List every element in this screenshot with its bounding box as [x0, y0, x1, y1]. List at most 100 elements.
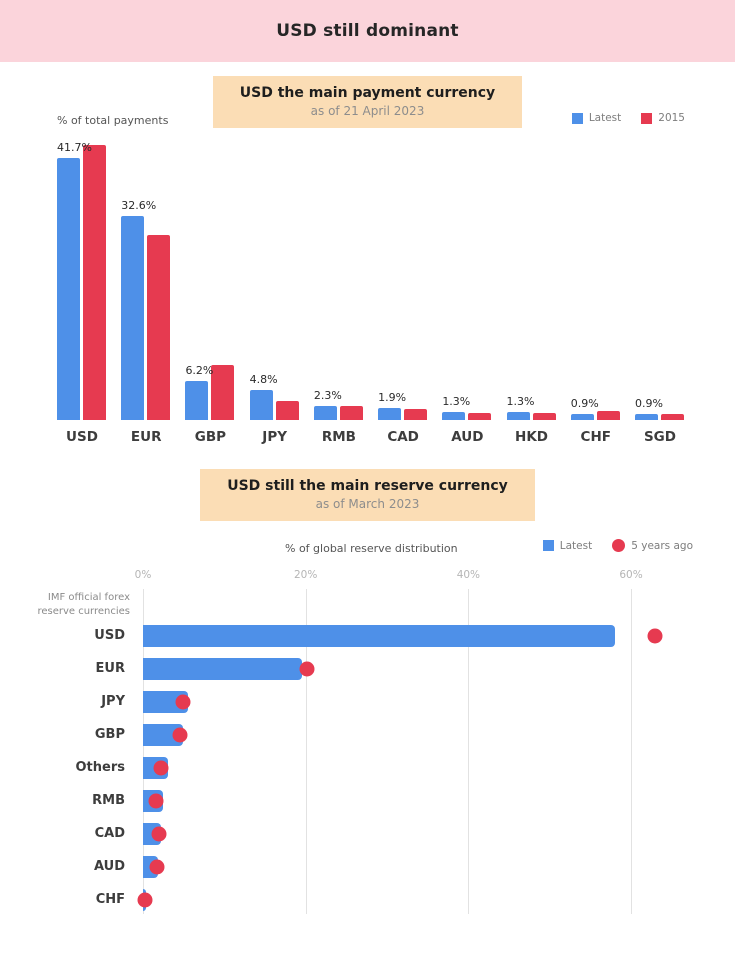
- reserve-chart-header: USD still the main reserve currency as o…: [0, 469, 735, 569]
- bar-latest: [570, 414, 594, 420]
- page-title: USD still dominant: [276, 21, 459, 41]
- dot-5-years-ago: [148, 793, 164, 808]
- row-track: [143, 850, 688, 883]
- dot-5-years-ago: [149, 859, 165, 874]
- bar-pair: 0.9%: [634, 144, 685, 420]
- gridline: [468, 589, 470, 914]
- bar-2015: [211, 365, 235, 420]
- gridlines: [143, 589, 688, 914]
- dot-5-years-ago: [172, 727, 188, 742]
- reserve-chart-banner: USD still the main reserve currency as o…: [200, 469, 535, 521]
- row-label: RMB: [92, 793, 125, 808]
- x-axis-ticks: 0% 20% 40% 60%: [135, 569, 688, 585]
- bar-latest: [442, 411, 466, 420]
- bar-pair: 1.3%: [442, 144, 492, 420]
- bar-latest: [185, 381, 209, 420]
- legend-square-swatch: [641, 112, 653, 124]
- dot-5-years-ago: [151, 826, 167, 841]
- reserve-chart-title: USD still the main reserve currency: [227, 478, 508, 494]
- legend-item-latest: Latest: [542, 540, 592, 552]
- reserve-row-chf: CHF: [0, 883, 735, 916]
- reserve-rows: USD EUR JPY GBP Others RMB CAD AUD CHF: [0, 619, 735, 916]
- x-tick-label: 40%: [456, 569, 481, 581]
- payment-chart-subtitle: as of 21 April 2023: [310, 104, 425, 118]
- bar-pair: 32.6%: [121, 144, 171, 420]
- row-label: JPY: [101, 694, 125, 709]
- value-label: 1.3%: [506, 394, 535, 408]
- value-label: 0.9%: [570, 397, 599, 411]
- dot-5-years-ago: [175, 694, 191, 709]
- bar-latest: [57, 158, 80, 420]
- legend-label: Latest: [588, 112, 622, 124]
- gridline: [143, 589, 144, 914]
- value-label: 0.9%: [634, 397, 663, 411]
- category-label: CHF: [580, 429, 611, 445]
- legend-square-swatch: [571, 112, 583, 124]
- payment-axis-note: % of total payments: [57, 114, 169, 127]
- category-label: JPY: [262, 429, 287, 445]
- bar-group-gbp: 6.2% GBP: [185, 144, 235, 445]
- gridline: [305, 589, 307, 914]
- bar-pair: 41.7%: [57, 141, 107, 420]
- bar-group-chf: 0.9% CHF: [570, 144, 621, 445]
- reserve-side-note: IMF official forex reserve currencies: [37, 592, 130, 617]
- payment-bar-chart: 41.7% USD 32.6% EUR 6.2% GBP 4.8% JPY 2.3% RMB 1.9…: [57, 141, 685, 445]
- row-label: GBP: [94, 727, 125, 742]
- bar-pair: 0.9%: [570, 144, 621, 420]
- reserve-row-rmb: RMB: [0, 784, 735, 817]
- bar-pair: 1.9%: [378, 144, 428, 420]
- bar-group-rmb: 2.3% RMB: [313, 144, 364, 445]
- page-header: USD still dominant: [0, 0, 735, 62]
- bar-group-usd: 41.7% USD: [57, 141, 107, 445]
- payment-chart-legend: Latest 2015: [571, 112, 685, 124]
- reserve-row-others: Others: [0, 751, 735, 784]
- bar-group-hkd: 1.3% HKD: [506, 144, 557, 445]
- category-label: AUD: [451, 429, 484, 445]
- row-track: [143, 751, 688, 784]
- row-track: [143, 685, 688, 718]
- bar-2015: [83, 144, 106, 420]
- bar-group-aud: 1.3% AUD: [442, 144, 492, 445]
- reserve-chart-legend: Latest 5 years ago: [542, 539, 693, 552]
- value-label: 4.8%: [249, 372, 278, 386]
- legend-circle-swatch: [612, 539, 626, 552]
- row-label: USD: [94, 628, 125, 643]
- reserve-axis-note: % of global reserve distribution: [285, 542, 458, 555]
- dot-5-years-ago: [647, 628, 663, 643]
- bar-2015: [404, 408, 428, 420]
- bar-latest: [378, 408, 402, 420]
- row-track: [143, 817, 688, 850]
- row-label: AUD: [93, 859, 125, 874]
- bar-2015: [339, 406, 363, 420]
- row-track: [137, 883, 688, 916]
- value-label: 41.7%: [57, 141, 92, 155]
- legend-label: 2015: [658, 112, 685, 124]
- bar-2015: [532, 413, 556, 420]
- reserve-row-usd: USD: [0, 619, 735, 652]
- bar-pair: 2.3%: [313, 144, 364, 420]
- row-track: [143, 619, 688, 652]
- bar-group-sgd: 0.9% SGD: [634, 144, 685, 445]
- category-label: SGD: [643, 429, 676, 445]
- row-track: [143, 718, 688, 751]
- row-label: Others: [75, 760, 126, 775]
- bar-pair: 6.2%: [185, 144, 235, 420]
- row-label: EUR: [95, 661, 125, 676]
- row-track: [143, 652, 688, 685]
- category-label: HKD: [515, 429, 549, 445]
- legend-square-swatch: [542, 540, 554, 551]
- bar-2015: [660, 414, 684, 420]
- payment-chart-banner: USD the main payment currency as of 21 A…: [212, 76, 523, 128]
- category-label: RMB: [321, 429, 356, 445]
- reserve-bar-chart: 0% 20% 40% 60% IMF official forex reserve c…: [0, 569, 735, 916]
- reserve-row-gbp: GBP: [0, 718, 735, 751]
- payment-chart-title: USD the main payment currency: [239, 85, 496, 101]
- bar-latest: [506, 411, 530, 420]
- bar-2015: [275, 400, 299, 420]
- bar-latest: [313, 405, 337, 420]
- legend-label: 5 years ago: [631, 539, 693, 552]
- value-label: 2.3%: [313, 388, 342, 402]
- row-label: CAD: [94, 826, 125, 841]
- reserve-chart-subtitle: as of March 2023: [315, 497, 420, 511]
- legend-item-2015: 2015: [641, 112, 685, 124]
